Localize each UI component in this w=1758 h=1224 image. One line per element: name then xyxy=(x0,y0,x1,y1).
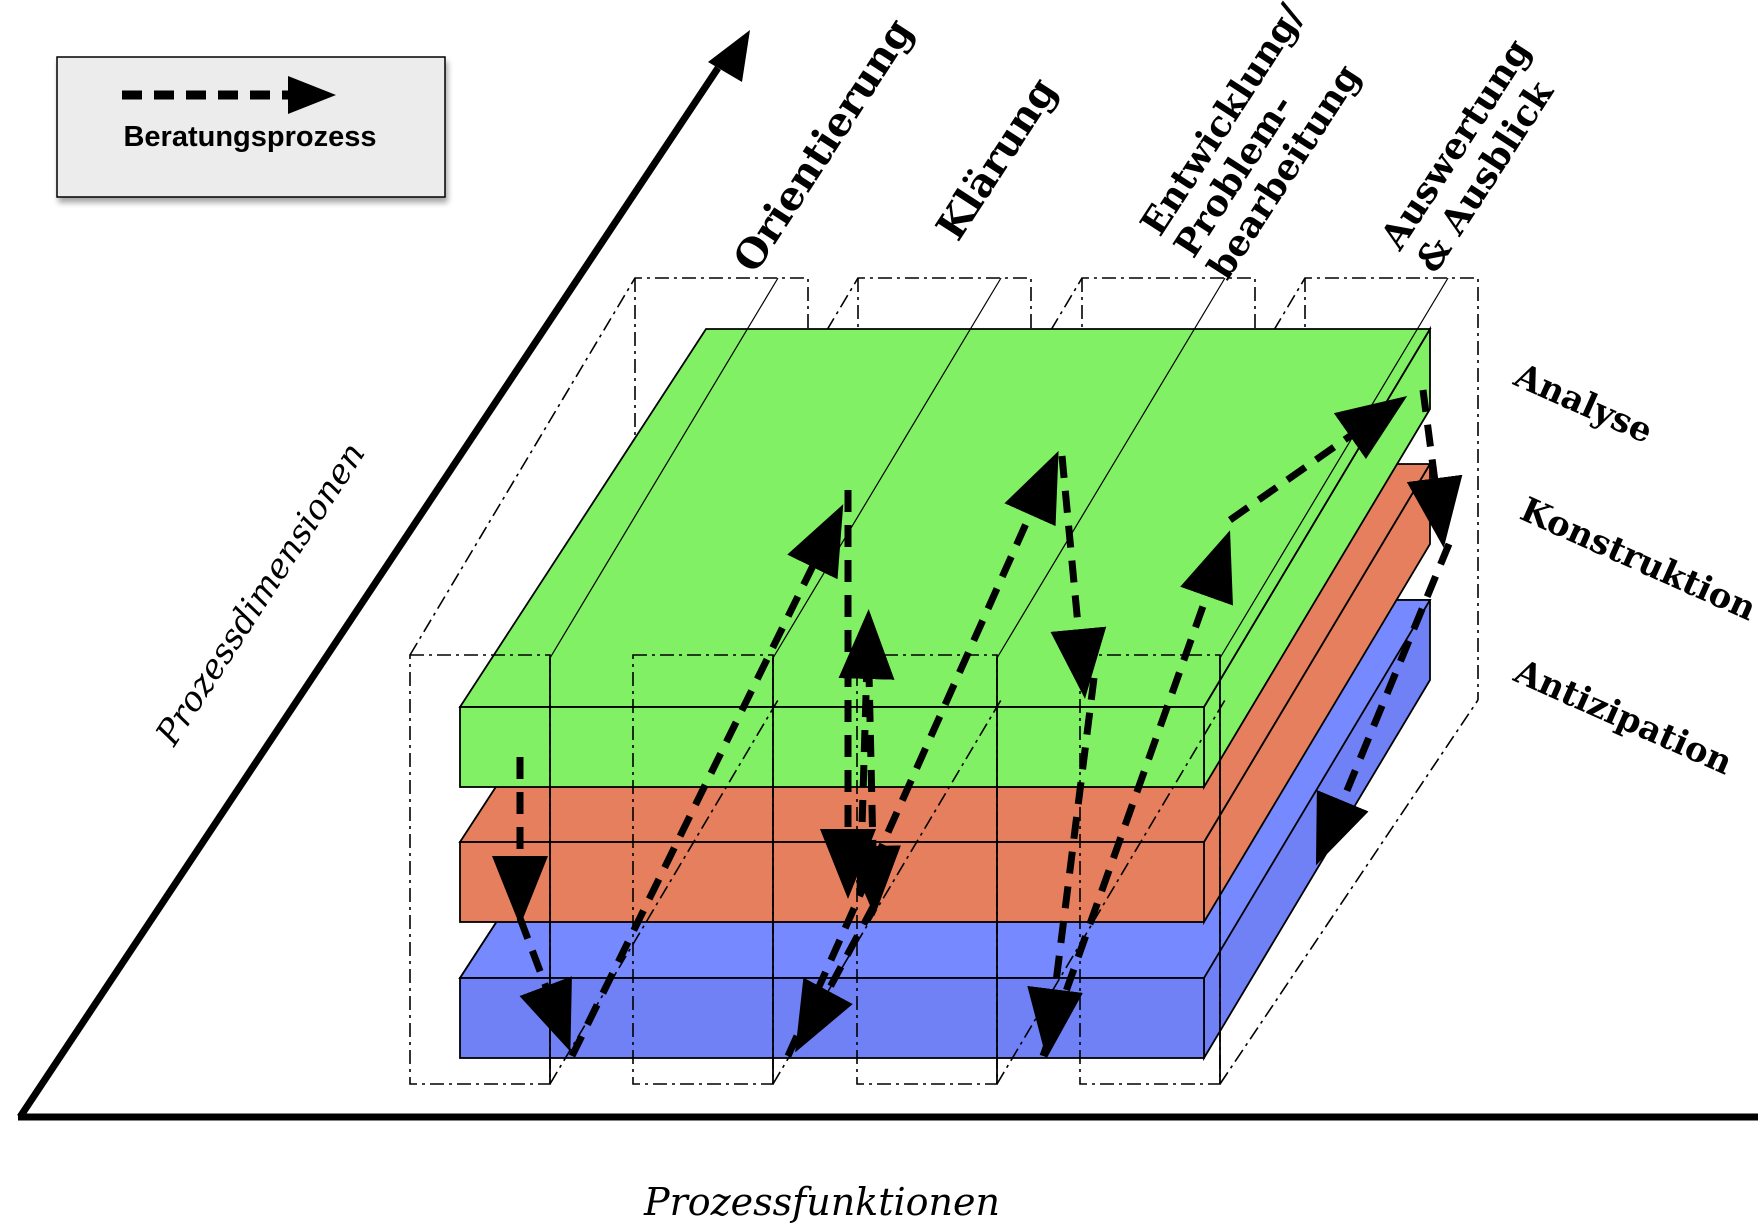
phase-label-auswertung: Auswertung & Ausblick xyxy=(1372,21,1581,281)
legend: Beratungsprozess xyxy=(56,56,446,198)
legend-label: Beratungsprozess xyxy=(123,121,376,153)
layer-label-konstruktion: Konstruktion xyxy=(1514,490,1758,630)
x-axis-label: Prozessfunktionen xyxy=(643,1180,1000,1224)
phase-label-entwicklung: Entwicklung/ Problem- bearbeitung xyxy=(1132,0,1386,286)
phase-labels: Orientierung Klärung Entwicklung/ Proble… xyxy=(724,0,1581,286)
process-flow-path xyxy=(492,389,1463,1059)
phase-label-orientierung: Orientierung xyxy=(724,10,922,280)
y-axis-line xyxy=(17,66,721,1119)
layer-label-antizipation: Antizipation xyxy=(1507,651,1738,783)
y-axis-label: Prozessdimensionen xyxy=(148,435,374,753)
layer-labels: Analyse Konstruktion Antizipation xyxy=(1507,355,1758,783)
layer-label-analyse: Analyse xyxy=(1507,355,1658,452)
phase-label-klaerung: Klärung xyxy=(927,69,1066,248)
y-axis-arrowhead-icon xyxy=(708,30,750,82)
legend-arrowhead-icon xyxy=(288,76,336,114)
legend-box xyxy=(56,56,446,198)
